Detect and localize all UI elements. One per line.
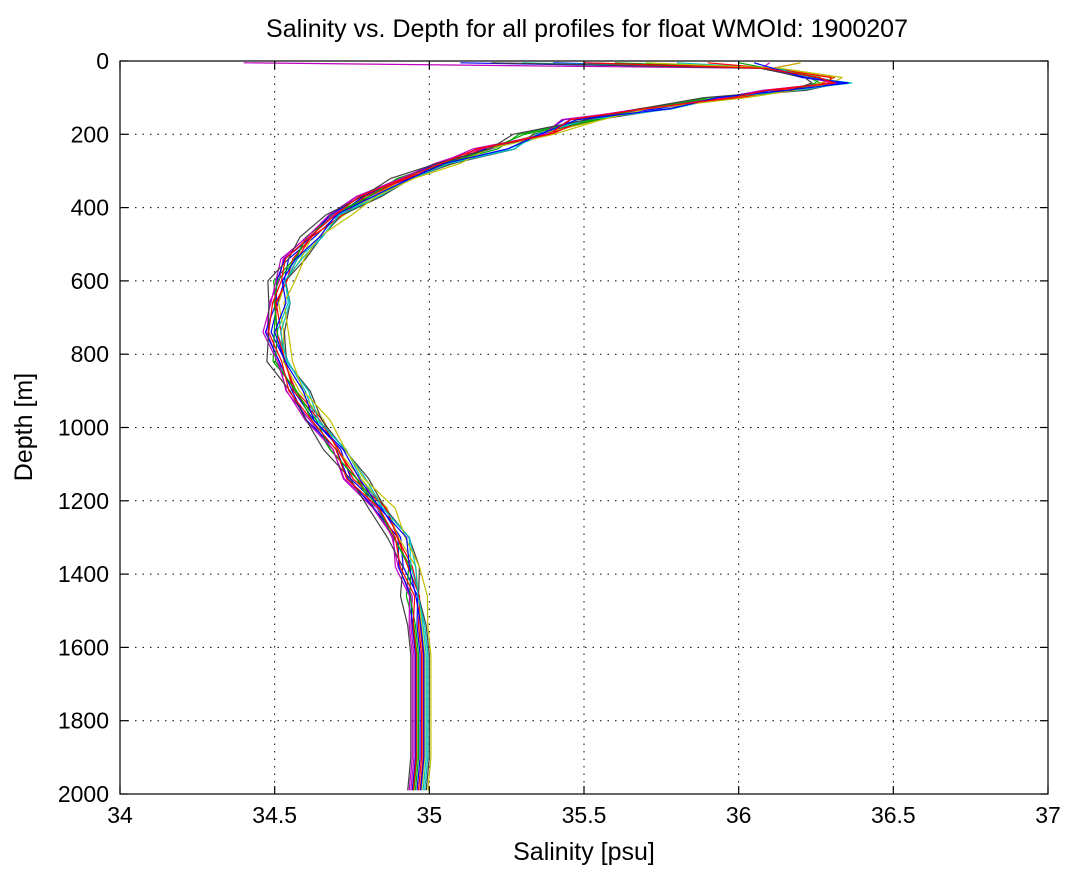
profile-line [273,62,821,791]
x-axis-label: Salinity [psu] [513,838,655,866]
x-tick-label: 35 [417,802,443,828]
y-tick-label: 0 [96,48,109,74]
y-tick-label: 1800 [58,708,109,734]
y-tick-label: 1200 [58,488,109,514]
chart-title: Salinity vs. Depth for all profiles for … [266,15,908,43]
x-tick-label: 36 [726,802,752,828]
y-tick-label: 1400 [58,561,109,587]
y-tick-label: 600 [71,268,109,294]
x-tick-labels: 34 34.5 35 35.5 36 36.5 37 [107,802,1061,828]
profile-line [283,62,843,791]
y-tick-label: 1600 [58,634,109,660]
y-tick-label: 800 [71,341,109,367]
profile-line [274,62,849,791]
y-tick-label: 2000 [58,781,109,807]
x-tick-label: 37 [1035,802,1061,828]
x-tick-label: 34 [107,802,133,828]
y-tick-labels: 0 200 400 600 800 1000 1200 1400 1600 1800 2000 [58,48,109,807]
profile-lines [243,62,853,791]
profile-line [268,62,836,791]
x-tick-label: 34.5 [252,802,297,828]
profile-line [266,62,813,791]
y-tick-label: 1000 [58,415,109,441]
y-tick-label: 200 [71,121,109,147]
x-tick-label: 35.5 [562,802,607,828]
y-axis-label: Depth [m] [10,373,38,481]
x-tick-label: 36.5 [871,802,916,828]
tick-marks [119,60,1049,795]
grid-lines [120,61,1048,794]
y-tick-label: 400 [71,195,109,221]
